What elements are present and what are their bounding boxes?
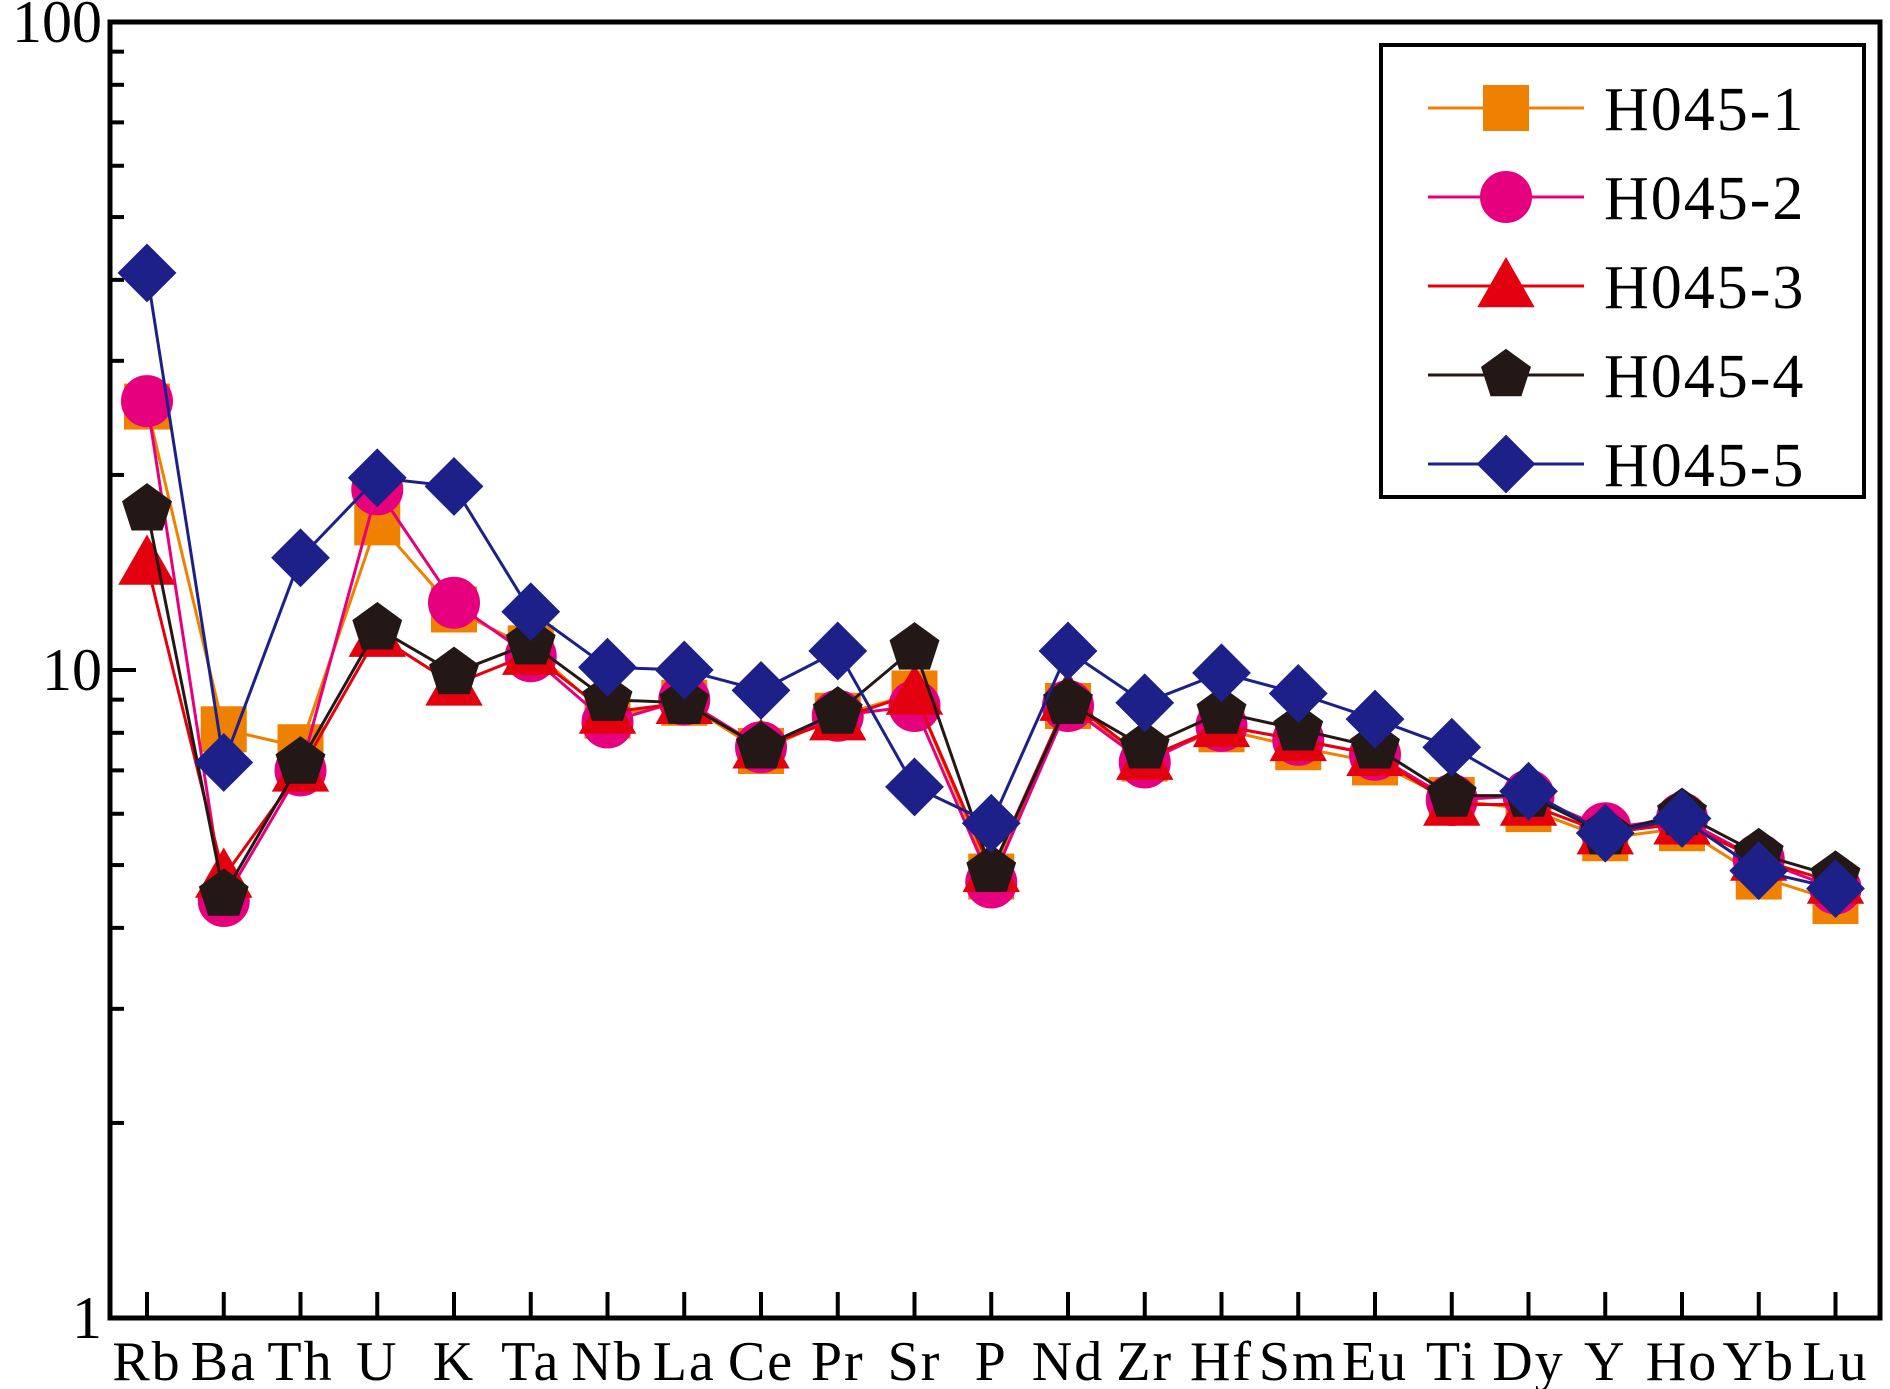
data-point	[347, 448, 407, 508]
legend-marker	[1476, 434, 1536, 494]
data-point	[654, 640, 714, 700]
x-tick-label: Dy	[1492, 1331, 1564, 1389]
legend-item: H045-5	[1428, 432, 1805, 500]
data-point	[1729, 841, 1789, 901]
x-tick-label: K	[433, 1331, 475, 1389]
data-point	[122, 483, 172, 531]
legend-marker	[1481, 348, 1531, 397]
x-tick-label: Nb	[571, 1331, 643, 1389]
data-point	[271, 528, 330, 588]
x-tick-label: P	[975, 1331, 1008, 1389]
data-point	[1806, 859, 1865, 918]
legend: H045-1 H045-2 H045-3 H045-4 H045-5	[1379, 43, 1866, 500]
legend-label: H045-4	[1604, 343, 1805, 411]
data-point	[424, 457, 484, 516]
y-tick-label: 1	[72, 1285, 102, 1351]
x-tick-label: Sm	[1259, 1331, 1338, 1389]
data-point	[889, 622, 940, 670]
y-tick-label: 10	[42, 637, 102, 703]
x-tick-label: U	[356, 1331, 398, 1389]
data-point	[1575, 803, 1635, 863]
data-point	[1115, 673, 1175, 733]
y-tick-label: 100	[12, 0, 102, 55]
data-point	[1426, 769, 1477, 817]
legend-label: H045-2	[1604, 165, 1805, 233]
data-point	[578, 637, 637, 697]
series-layer	[117, 243, 1865, 928]
data-point	[1192, 643, 1251, 703]
data-point	[1499, 761, 1558, 821]
legend-box	[1379, 43, 1866, 499]
legend-marker	[1477, 256, 1535, 308]
legend-marker	[1483, 85, 1529, 131]
series-H045-5	[117, 243, 1865, 918]
legend-item: H045-1	[1428, 76, 1805, 144]
data-point	[1038, 621, 1098, 681]
x-axis: Rb Ba Th U K Ta Nb La Ce Pr Sr P Nd Zr Hf Sm Eu Ti Dy Y Ho Yb…	[112, 1292, 1868, 1389]
data-point	[1268, 664, 1328, 723]
data-point	[1196, 686, 1247, 734]
data-point	[659, 676, 710, 724]
legend-marker	[1480, 171, 1532, 223]
x-tick-label: Y	[1584, 1331, 1626, 1389]
legend-item: H045-3	[1428, 254, 1805, 322]
x-tick-label: La	[653, 1331, 716, 1389]
x-tick-label: Ho	[1646, 1331, 1718, 1389]
data-point	[966, 844, 1017, 892]
x-tick-label: Ba	[191, 1331, 257, 1389]
data-point	[198, 868, 249, 916]
data-point	[808, 621, 868, 681]
data-point	[121, 375, 173, 428]
data-point	[736, 720, 786, 769]
x-tick-label: Zr	[1116, 1331, 1173, 1389]
data-point	[501, 582, 561, 642]
legend-item: H045-4	[1428, 343, 1805, 411]
data-point	[275, 736, 326, 784]
x-tick-label: Ti	[1426, 1331, 1478, 1389]
x-tick-label: Ce	[728, 1331, 794, 1389]
data-point	[1273, 703, 1324, 751]
data-point	[731, 661, 791, 720]
y-axis: 1 10 100	[12, 0, 136, 1351]
data-point	[118, 534, 176, 585]
legend-item: H045-2	[1428, 165, 1805, 233]
x-tick-label: Ta	[501, 1331, 560, 1389]
data-point	[961, 793, 1021, 853]
x-tick-label: Yb	[1723, 1331, 1795, 1389]
legend-label: H045-5	[1604, 432, 1805, 500]
x-tick-label: Sr	[888, 1331, 942, 1389]
data-point	[429, 646, 479, 695]
x-tick-label: Hf	[1190, 1331, 1253, 1389]
x-tick-label: Th	[267, 1331, 333, 1389]
data-point	[1422, 717, 1482, 777]
data-point	[1652, 789, 1712, 848]
x-tick-label: Lu	[1802, 1331, 1868, 1389]
data-point	[885, 757, 944, 817]
data-point	[194, 733, 254, 792]
legend-label: H045-1	[1604, 76, 1805, 144]
x-tick-label: Nd	[1032, 1331, 1104, 1389]
data-point	[352, 601, 403, 650]
data-point	[1345, 689, 1405, 749]
x-tick-label: Pr	[811, 1331, 865, 1389]
data-point	[582, 673, 633, 721]
data-point	[812, 686, 863, 734]
x-tick-label: Eu	[1342, 1331, 1408, 1389]
data-point	[117, 243, 177, 303]
data-point	[1119, 720, 1170, 769]
data-point	[428, 576, 480, 629]
legend-label: H045-3	[1604, 254, 1805, 322]
x-tick-label: Rb	[112, 1331, 181, 1389]
